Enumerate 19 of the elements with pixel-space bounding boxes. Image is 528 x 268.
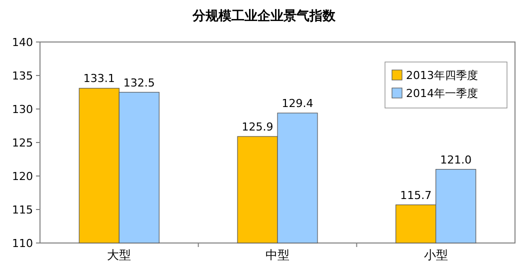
data-label: 121.0 <box>440 153 472 166</box>
data-label: 129.4 <box>282 97 314 110</box>
y-tick-label: 125 <box>12 136 33 150</box>
data-label: 133.1 <box>83 72 115 86</box>
y-tick-label: 140 <box>12 36 33 49</box>
y-tick-label: 110 <box>12 237 33 250</box>
x-tick-label: 小型 <box>424 248 448 262</box>
legend-label: 2013年四季度 <box>406 69 478 82</box>
chart-title: 分规模工业企业景气指数 <box>192 9 336 24</box>
x-tick-label: 中型 <box>266 248 290 262</box>
y-tick-label: 135 <box>12 70 33 82</box>
data-label: 115.7 <box>400 188 432 202</box>
y-tick-label: 130 <box>12 103 33 116</box>
data-label: 125.9 <box>242 120 274 134</box>
data-label: 132.5 <box>123 76 155 90</box>
y-tick-label: 120 <box>12 170 33 183</box>
x-tick-label: 大型 <box>107 248 132 262</box>
y-tick-label: 115 <box>12 204 33 216</box>
legend-label: 2014年一季度 <box>406 87 478 100</box>
